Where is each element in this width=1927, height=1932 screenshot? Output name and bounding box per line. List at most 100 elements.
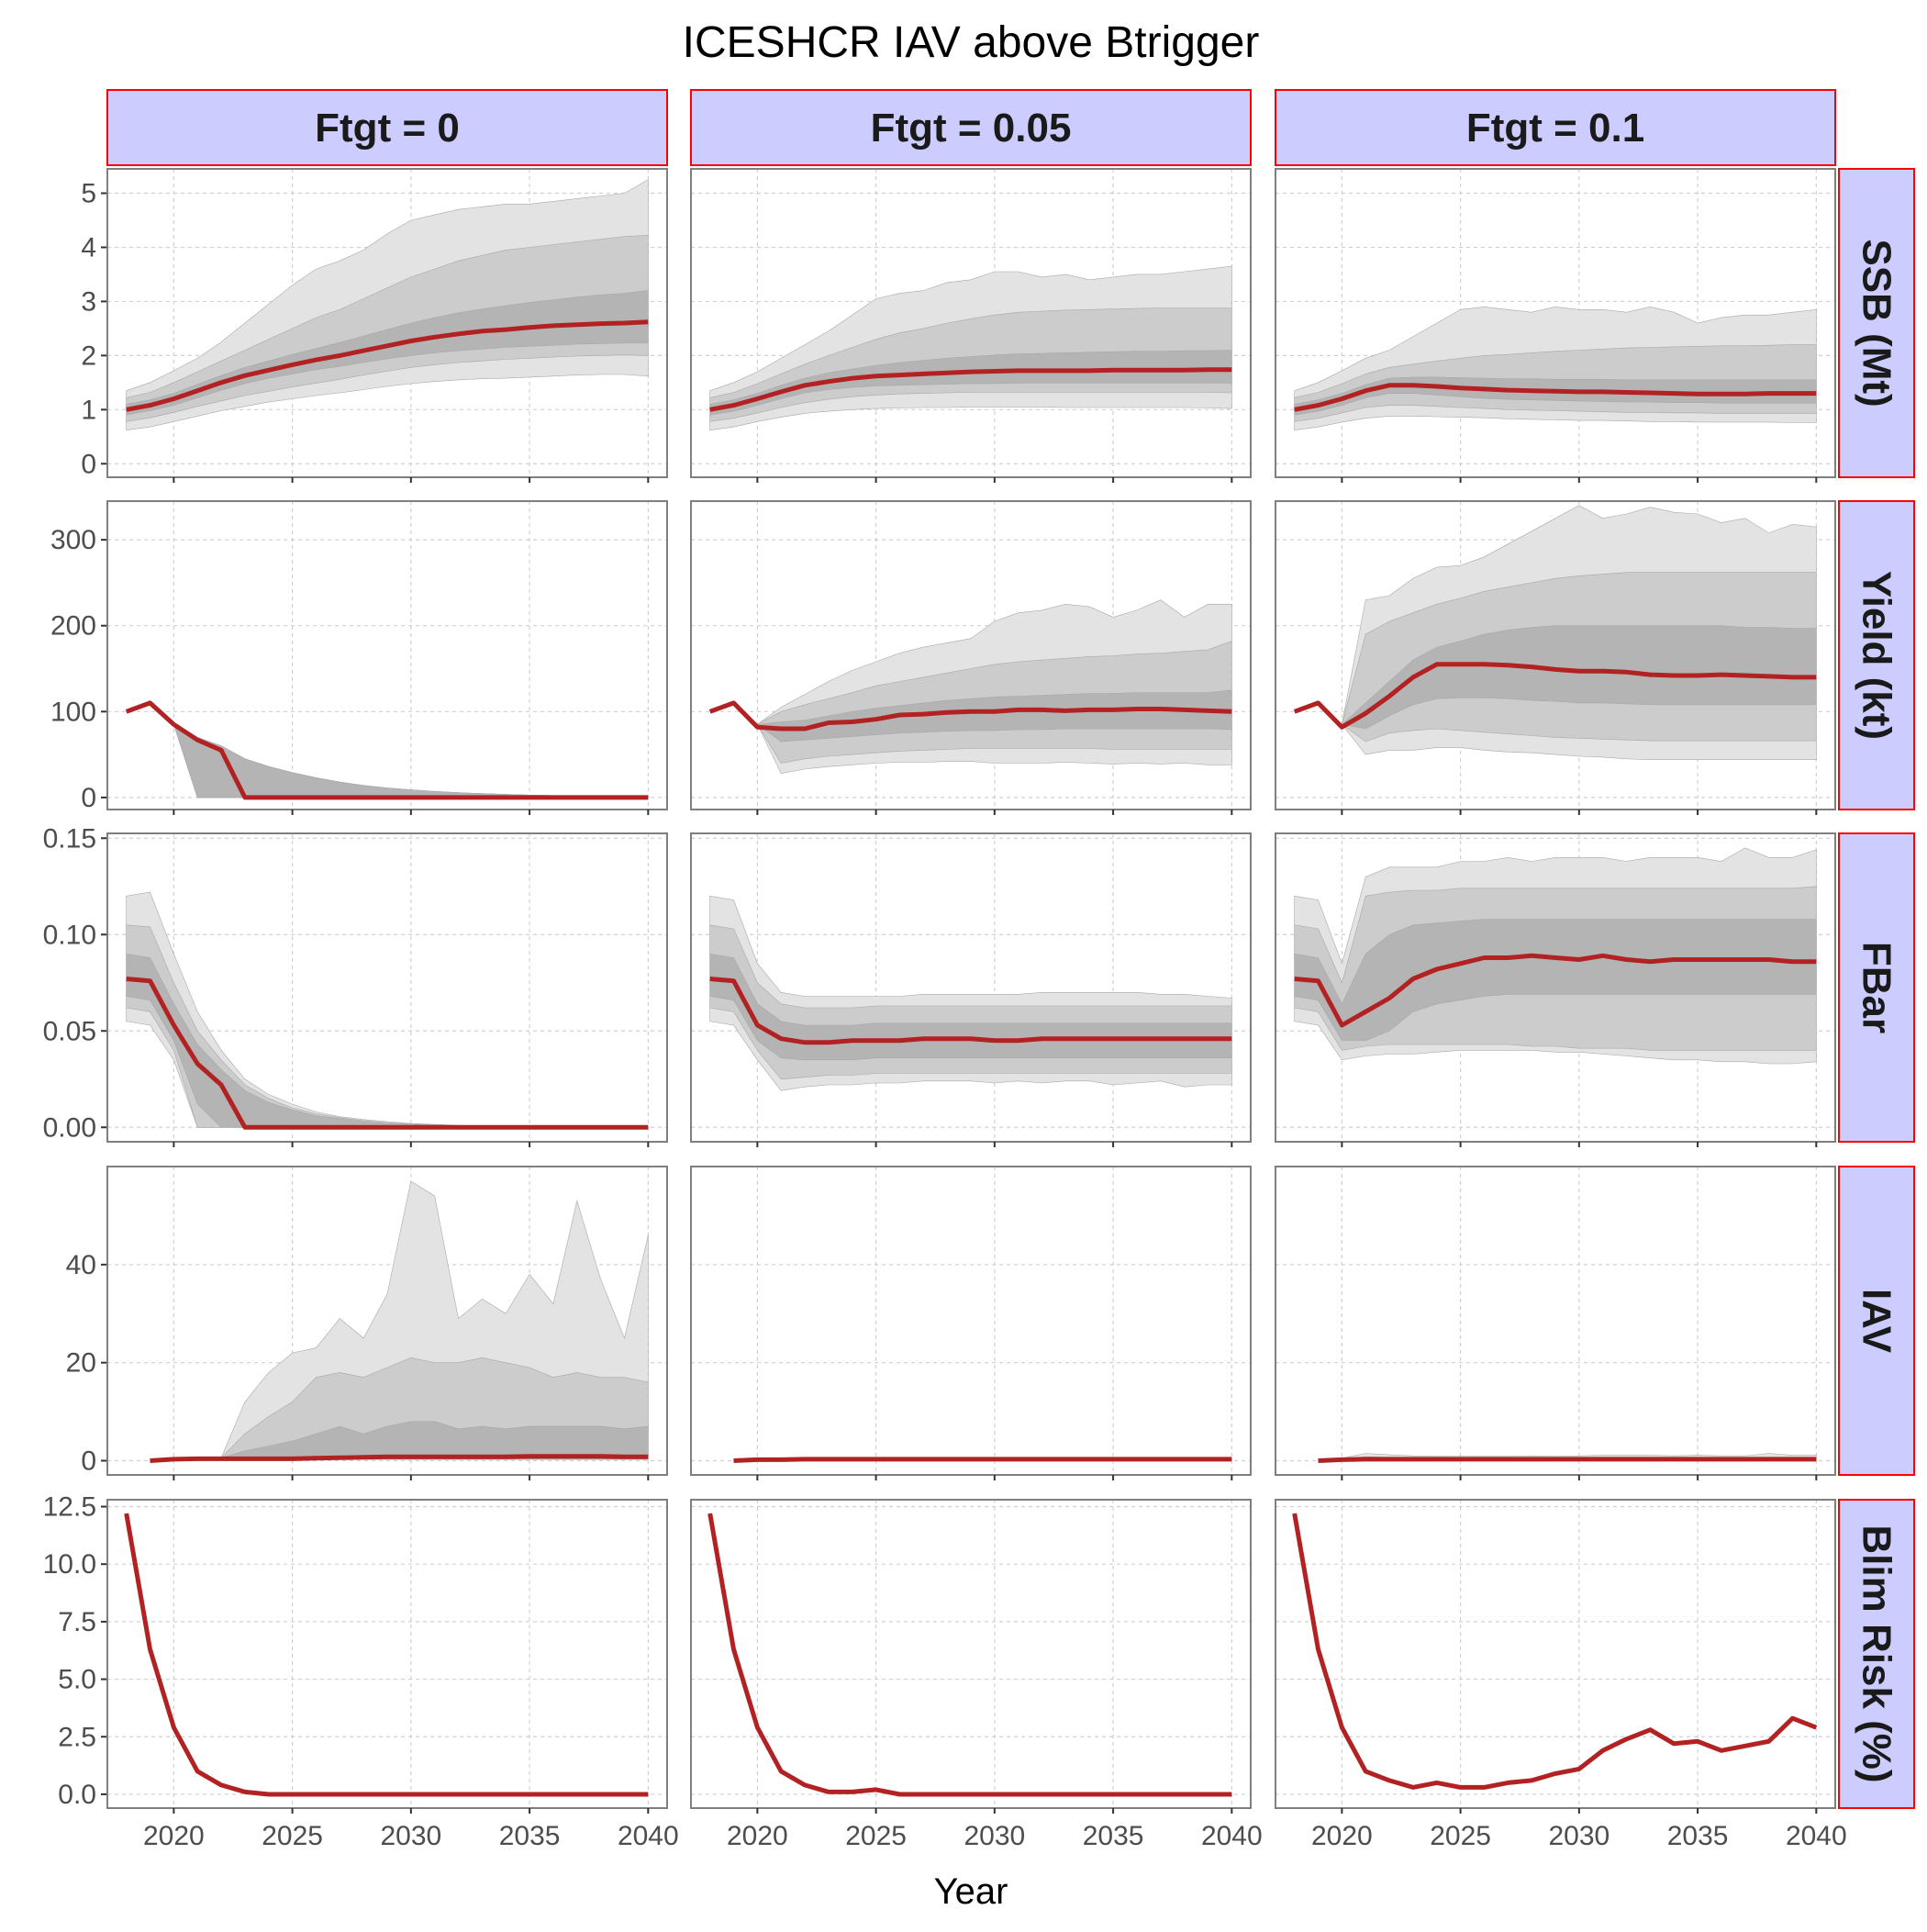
facet-panel	[690, 500, 1252, 815]
row-strip-label: FBar	[1855, 942, 1899, 1033]
series-median-line	[733, 1457, 1232, 1463]
panel-border	[1275, 832, 1836, 1143]
panel-border	[106, 832, 668, 1143]
x-tick-label: 2020	[1311, 1821, 1373, 1851]
row-strip	[1838, 1499, 1915, 1809]
y-tick-label: 5.0	[58, 1665, 96, 1695]
panel-border	[690, 832, 1252, 1143]
series-band-inner-ribbon	[1294, 919, 1817, 1042]
x-tick-label: 2025	[845, 1821, 907, 1851]
y-tick-label: 20	[66, 1348, 96, 1379]
panel-border	[106, 1166, 668, 1476]
row-strip	[1838, 1166, 1915, 1476]
panel-border	[1275, 500, 1836, 810]
series-band-inner-ribbon	[709, 350, 1232, 416]
y-tick-label: 0	[81, 1446, 96, 1477]
y-tick-label: 200	[50, 611, 96, 642]
facet-panel: 2020 2025 2030 2035 2040	[690, 1499, 1263, 1851]
x-tick-label: 2020	[727, 1821, 788, 1851]
x-tick-label: 2035	[1083, 1821, 1144, 1851]
y-tick-label: 0	[81, 449, 96, 479]
facet-panel	[106, 500, 668, 815]
facet-panel	[1275, 832, 1836, 1147]
row-strip	[1838, 500, 1915, 810]
series-median-line	[1294, 383, 1817, 412]
row-strip-label: Blim Risk (%)	[1855, 1524, 1899, 1782]
x-tick-label: 2040	[1201, 1821, 1263, 1851]
panel-border	[106, 168, 668, 478]
panel-border	[106, 1499, 668, 1809]
facet-panel	[106, 168, 668, 483]
x-axis-title: Year	[934, 1871, 1008, 1912]
series-median-line	[126, 977, 649, 1130]
panel-border	[690, 168, 1252, 478]
x-tick-label: 2025	[1430, 1821, 1491, 1851]
panel-border	[690, 1499, 1252, 1809]
y-tick-label: 3	[81, 286, 96, 317]
chart-title: ICESHCR IAV above Btrigger	[683, 18, 1260, 67]
series-median-line	[1292, 1513, 1818, 1790]
facet-panel	[106, 1166, 668, 1480]
x-tick-label: 2035	[1667, 1821, 1729, 1851]
panel-border	[690, 500, 1252, 810]
facet-panel	[1275, 168, 1836, 483]
y-tick-label: 40	[66, 1250, 96, 1280]
facet-panel	[106, 832, 668, 1147]
x-tick-label: 2040	[1786, 1821, 1847, 1851]
y-tick-label: 0.05	[43, 1016, 96, 1046]
x-tick-label: 2030	[380, 1821, 441, 1851]
series-median-line	[707, 1513, 1232, 1797]
series-median-line	[1294, 953, 1817, 1028]
x-tick-label: 2030	[964, 1821, 1025, 1851]
facet-panel	[1275, 500, 1836, 815]
row-strip	[1838, 168, 1915, 478]
series-band-inner-ribbon	[126, 290, 649, 416]
y-tick-label: 12.5	[43, 1492, 96, 1523]
series-median-line	[124, 1513, 649, 1797]
y-tick-label: 5	[81, 179, 96, 209]
y-tick-label: 1	[81, 395, 96, 425]
y-tick-label: 7.5	[58, 1607, 96, 1637]
series-median-line	[150, 1454, 649, 1463]
column-strip-label: Ftgt = 0.05	[871, 106, 1072, 151]
y-tick-label: 10.0	[43, 1549, 96, 1580]
facet-panel	[690, 832, 1252, 1147]
y-tick-label: 100	[50, 697, 96, 727]
series-band-inner-ribbon	[709, 953, 1232, 1061]
column-strip	[106, 89, 668, 166]
series-median-line	[1318, 1457, 1817, 1463]
y-tick-label: 0.15	[43, 823, 96, 854]
row-strip	[1838, 832, 1915, 1143]
facet-panel: 2020 2025 2030 2035 2040	[1275, 1499, 1847, 1851]
x-tick-label: 2035	[499, 1821, 561, 1851]
panel-border	[1275, 1499, 1836, 1809]
column-strip	[690, 89, 1252, 166]
y-tick-label: 0.10	[43, 920, 96, 950]
facet-panel	[1275, 1166, 1836, 1480]
series-median-line	[708, 700, 1232, 731]
panel-border	[1275, 1166, 1836, 1476]
x-tick-label: 2025	[262, 1821, 323, 1851]
y-tick-label: 0.0	[58, 1780, 96, 1810]
facet-panel	[690, 1166, 1252, 1480]
row-strip-label: SSB (Mt)	[1855, 239, 1899, 407]
facet-panel: 2020 2025 2030 2035 2040	[106, 1499, 679, 1851]
panel-border	[690, 1166, 1252, 1476]
column-strip	[1275, 89, 1836, 166]
column-strip-label: Ftgt = 0.1	[1466, 106, 1644, 151]
y-tick-label: 4	[81, 232, 96, 262]
y-tick-label: 2.5	[58, 1722, 96, 1752]
x-tick-label: 2030	[1548, 1821, 1610, 1851]
x-tick-label: 2040	[618, 1821, 679, 1851]
series-median-line	[125, 700, 649, 800]
y-tick-label: 0.00	[43, 1112, 96, 1143]
series-band-inner-ribbon	[1294, 625, 1817, 730]
series-median-line	[1293, 662, 1817, 730]
panel-border	[1275, 168, 1836, 478]
y-tick-label: 2	[81, 341, 96, 371]
facet-panel	[690, 168, 1252, 483]
y-tick-label: 0	[81, 783, 96, 813]
